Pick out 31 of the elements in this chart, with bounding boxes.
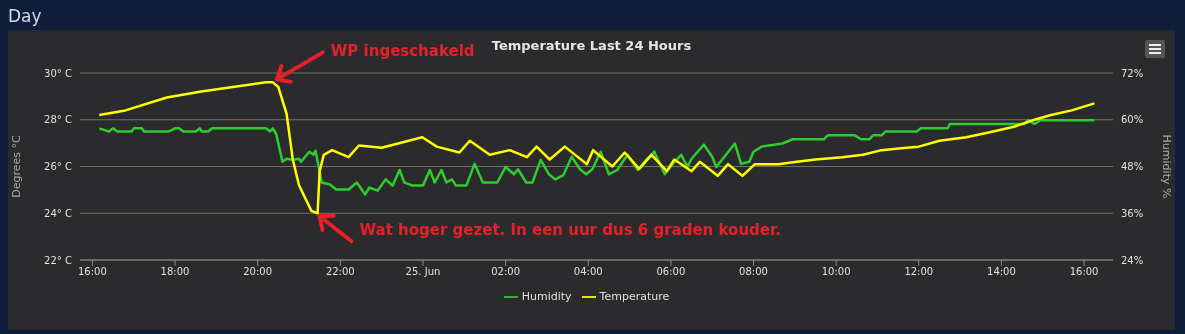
y2-tick-label: 48% xyxy=(1121,161,1144,173)
chart-subtitle: Day xyxy=(8,6,42,26)
legend-label: Humidity xyxy=(521,290,572,303)
x-tick-label: 08:00 xyxy=(739,266,768,278)
y-tick-label: 28° C xyxy=(44,114,73,126)
legend-label: Temperature xyxy=(599,290,670,303)
y-axis-title: Degrees °C xyxy=(9,134,23,198)
y2-tick-label: 60% xyxy=(1121,114,1144,126)
x-tick-label: 02:00 xyxy=(491,266,521,278)
x-tick-label: 04:00 xyxy=(573,266,603,278)
y-tick-label: 22° C xyxy=(44,254,73,266)
x-tick-label: 10:00 xyxy=(821,266,851,278)
y-tick-label: 24° C xyxy=(44,207,73,219)
x-tick-label: 18:00 xyxy=(160,266,190,278)
annotation: WP ingeschakeld xyxy=(330,42,475,61)
y2-axis-title: Humidity % xyxy=(1160,134,1174,199)
y-tick-label: 26° C xyxy=(44,161,73,173)
y2-tick-label: 24% xyxy=(1121,254,1144,266)
y2-tick-label: 72% xyxy=(1121,67,1144,79)
y2-tick-label: 36% xyxy=(1121,207,1144,219)
x-tick-label: 12:00 xyxy=(904,266,934,278)
x-tick-label: 25. Jun xyxy=(405,266,441,278)
x-tick-label: 16:00 xyxy=(77,266,107,278)
x-tick-label: 22:00 xyxy=(325,266,355,278)
x-tick-label: 20:00 xyxy=(243,266,273,278)
x-tick-label: 06:00 xyxy=(656,266,686,278)
chart-title: Temperature Last 24 Hours xyxy=(491,38,692,53)
x-tick-label: 14:00 xyxy=(987,266,1016,278)
y-tick-label: 30° C xyxy=(44,67,73,79)
x-tick-label: 16:00 xyxy=(1069,266,1099,278)
annotation: Wat hoger gezet. In een uur dus 6 graden kouder. xyxy=(359,221,781,240)
